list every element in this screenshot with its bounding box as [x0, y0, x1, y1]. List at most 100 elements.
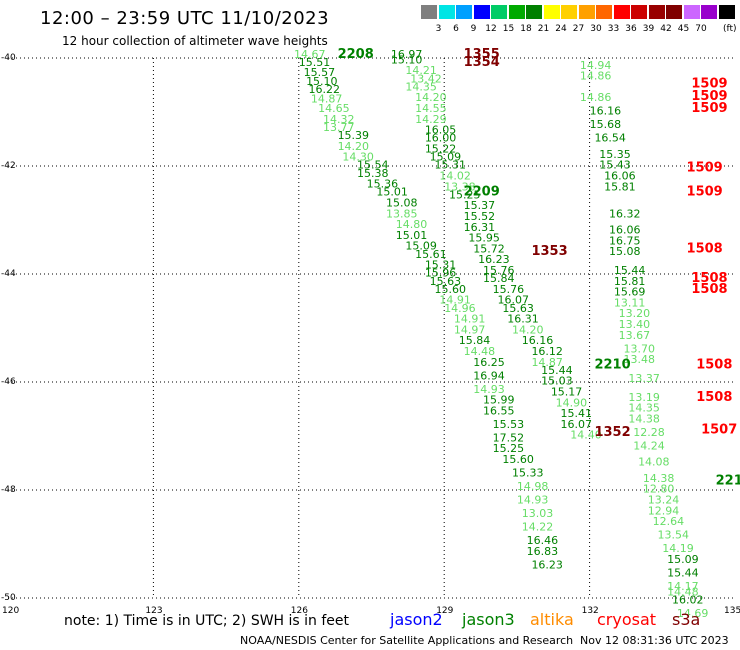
scale-label: 15 — [502, 24, 515, 34]
swh-value: 13.70 — [624, 342, 656, 355]
swh-value: 14.87 — [531, 356, 563, 369]
scale-label: 36 — [625, 24, 637, 34]
lon-label: 123 — [145, 606, 162, 616]
swh-value: 14.91 — [439, 294, 471, 307]
swh-value: 16.55 — [483, 404, 515, 417]
swh-value: 15.81 — [604, 180, 636, 193]
swh-value: 14.90 — [556, 396, 588, 409]
swh-value: 12.28 — [633, 426, 665, 439]
lon-label: 132 — [582, 606, 599, 616]
swh-value: 16.31 — [507, 313, 539, 326]
pass-label: 1508 — [691, 271, 727, 286]
swh-value: 15.69 — [614, 286, 646, 299]
lat-label: -50 — [1, 593, 16, 603]
scale-label: 18 — [520, 24, 532, 34]
pass-label: 1509 — [691, 77, 727, 92]
swh-value: 16.06 — [604, 170, 636, 183]
swh-value: 15.52 — [464, 210, 496, 223]
scale-label: 3 — [435, 24, 442, 34]
swh-value: 13.42 — [410, 72, 442, 85]
pass-label: 1507 — [701, 422, 737, 437]
lat-label: -48 — [1, 485, 16, 495]
swh-value: 14.20 — [415, 91, 447, 104]
swh-value: 16.00 — [425, 132, 457, 145]
pass-label: 2210 — [594, 358, 630, 373]
swh-value: 15.22 — [425, 143, 457, 156]
swh-value: 14.38 — [643, 472, 675, 485]
swh-value: 15.53 — [493, 418, 524, 431]
swh-value: 14.22 — [522, 521, 554, 534]
scale-label: 39 — [642, 24, 655, 34]
swh-value: 14.80 — [396, 218, 428, 231]
lat-label: -44 — [1, 269, 16, 279]
swh-value: 15.76 — [493, 283, 524, 296]
swh-value: 14.48 — [464, 345, 496, 358]
swh-value: 13.85 — [386, 207, 418, 220]
swh-value: 13.19 — [628, 391, 660, 404]
swh-value: 16.31 — [464, 221, 496, 234]
swh-value: 14.87 — [311, 92, 343, 105]
scale-label: 30 — [590, 24, 602, 34]
swh-value: 13.77 — [323, 121, 355, 134]
swh-value: 16.54 — [594, 132, 626, 145]
scale-label: 6 — [453, 24, 459, 34]
swh-value: 15.38 — [357, 167, 389, 180]
scale-unit: (ft) — [723, 24, 737, 34]
swh-value: 12.64 — [653, 515, 685, 528]
swh-value: 16.07 — [498, 294, 529, 307]
scale-swatch — [683, 5, 700, 19]
swh-value: 15.99 — [483, 394, 515, 407]
swh-value: 15.31 — [435, 159, 467, 172]
lon-label: 126 — [291, 606, 308, 616]
swh-value: 16.07 — [561, 418, 593, 431]
credit-text: NOAA/NESDIS Center for Satellite Applica… — [240, 634, 574, 647]
swh-value: 15.36 — [367, 178, 399, 191]
swh-value: 15.54 — [357, 159, 389, 172]
lon-label: 129 — [436, 606, 453, 616]
swh-value: 12.94 — [648, 504, 680, 517]
scale-label: 12 — [485, 24, 497, 34]
scale-swatch — [613, 5, 630, 19]
pass-label: 1509 — [687, 185, 723, 200]
note-text: note: 1) Time is in UTC; 2) SWH is in fe… — [64, 613, 350, 629]
swh-value: 15.31 — [425, 259, 457, 272]
swh-value: 14.21 — [405, 64, 437, 77]
swh-value: 14.48 — [667, 585, 699, 598]
pass-label: 1354 — [464, 55, 500, 70]
mission-s3a: s3a — [672, 610, 701, 629]
swh-value: 14.55 — [415, 102, 447, 115]
swh-value: 16.25 — [473, 356, 505, 369]
swh-value: 14.32 — [323, 113, 355, 126]
swh-value: 14.98 — [517, 480, 549, 493]
scale-swatch — [631, 5, 647, 19]
scale-label: 33 — [607, 24, 620, 34]
scale-label: 27 — [572, 24, 585, 34]
swh-value: 13.54 — [657, 529, 689, 542]
swh-value: 16.97 — [391, 48, 423, 61]
scale-swatch — [596, 5, 612, 19]
mission-jason2: jason2 — [390, 610, 443, 629]
scale-swatch — [561, 5, 577, 19]
pass-label: 1508 — [691, 282, 727, 297]
swh-value: 14.19 — [662, 542, 694, 555]
swh-value: 15.96 — [425, 267, 457, 280]
pass-label: 1509 — [691, 89, 727, 104]
swh-value: 17.52 — [493, 431, 524, 444]
pass-label: 2208 — [338, 47, 374, 62]
swh-value: 15.10 — [391, 53, 423, 66]
swh-value: 14.97 — [454, 323, 486, 336]
mission-jason3: jason3 — [462, 610, 515, 629]
scale-swatch — [508, 5, 525, 19]
swh-value: 13.40 — [619, 318, 651, 331]
scale-label: 24 — [555, 24, 567, 34]
swh-value: 15.01 — [376, 186, 408, 199]
scale-label: 9 — [470, 24, 477, 34]
swh-value: 15.84 — [483, 272, 515, 285]
swh-value: 14.93 — [473, 383, 505, 396]
scale-swatch — [543, 5, 560, 19]
swh-value: 16.16 — [590, 105, 622, 118]
swh-value: 15.01 — [396, 229, 428, 242]
pass-label: 2209 — [464, 185, 500, 200]
swh-value: 15.17 — [551, 386, 583, 399]
